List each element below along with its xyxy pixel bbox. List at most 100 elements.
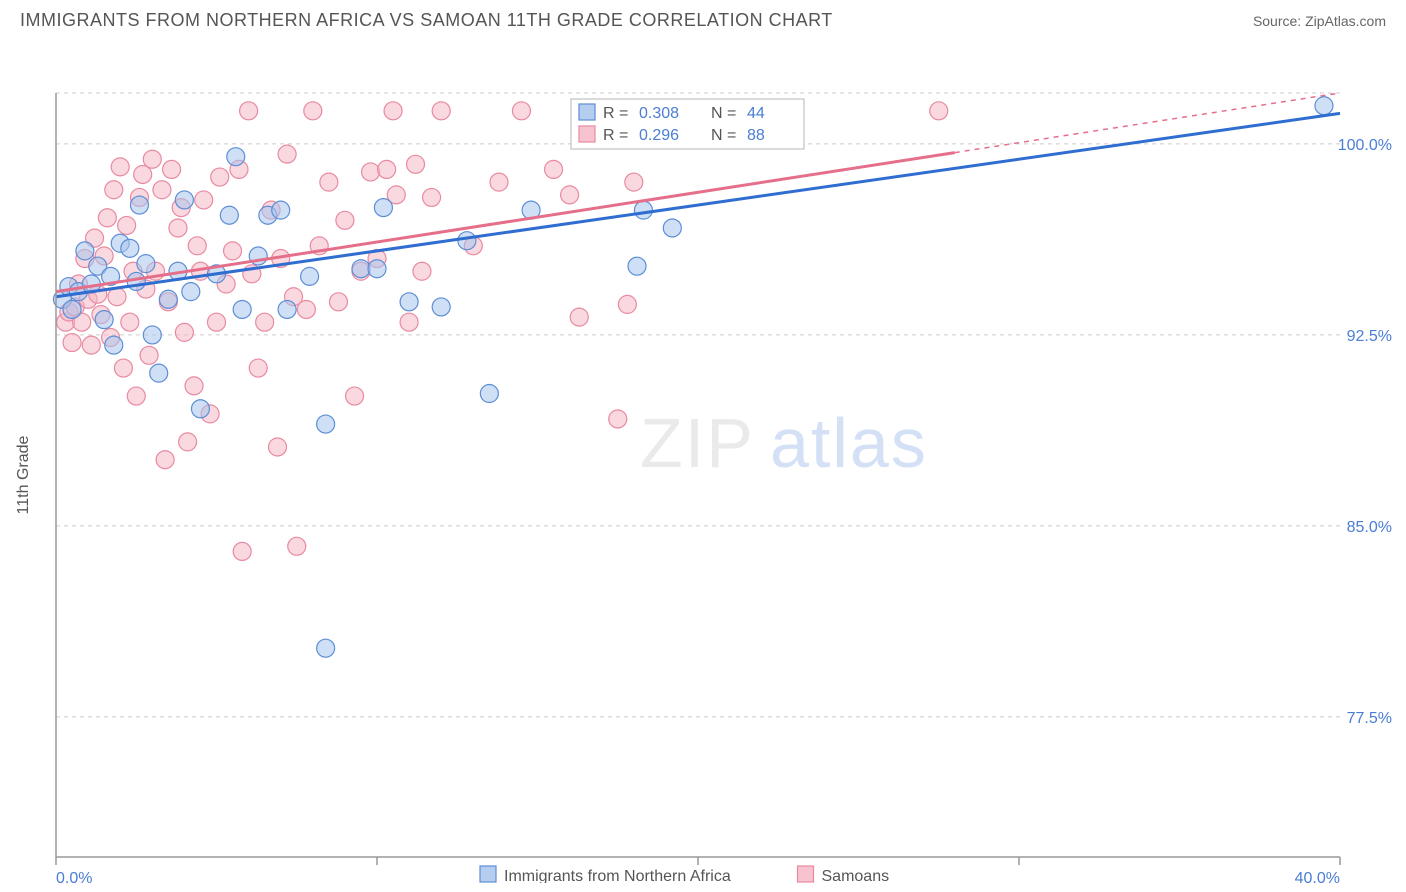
scatter-point [432, 298, 450, 316]
scatter-point [480, 385, 498, 403]
legend-label: Immigrants from Northern Africa [504, 868, 731, 883]
scatter-point [143, 150, 161, 168]
scatter-point [191, 400, 209, 418]
scatter-point [1315, 97, 1333, 115]
scatter-point [362, 163, 380, 181]
scatter-point [63, 334, 81, 352]
scatter-point [346, 387, 364, 405]
scatter-point [140, 346, 158, 364]
stat-r-label: R = [603, 127, 628, 144]
scatter-point [175, 323, 193, 341]
scatter-point [634, 201, 652, 219]
watermark: ZIP [640, 404, 755, 482]
legend-swatch [579, 104, 595, 120]
scatter-point [561, 186, 579, 204]
scatter-point [240, 102, 258, 120]
scatter-point [368, 260, 386, 278]
scatter-point [317, 639, 335, 657]
scatter-point [512, 102, 530, 120]
scatter-point [663, 219, 681, 237]
scatter-point [458, 232, 476, 250]
stat-n-value: 88 [747, 127, 765, 144]
scatter-point [208, 313, 226, 331]
legend-label: Samoans [822, 868, 890, 883]
regression-line [56, 153, 955, 292]
scatter-point [301, 267, 319, 285]
scatter-point [150, 364, 168, 382]
scatter-point [304, 102, 322, 120]
scatter-point [336, 211, 354, 229]
scatter-point [224, 242, 242, 260]
scatter-point [98, 209, 116, 227]
scatter-point [153, 181, 171, 199]
scatter-point [378, 160, 396, 178]
scatter-point [105, 181, 123, 199]
scatter-point [400, 293, 418, 311]
page-title: IMMIGRANTS FROM NORTHERN AFRICA VS SAMOA… [20, 10, 833, 31]
scatter-point [130, 196, 148, 214]
stat-r-value: 0.296 [639, 127, 679, 144]
scatter-point [628, 257, 646, 275]
scatter-point [159, 290, 177, 308]
scatter-point [249, 359, 267, 377]
scatter-point [317, 415, 335, 433]
scatter-point [195, 191, 213, 209]
stat-n-label: N = [711, 105, 736, 122]
legend-swatch [798, 866, 814, 882]
scatter-point [95, 311, 113, 329]
scatter-point [618, 295, 636, 313]
scatter-point [182, 283, 200, 301]
scatter-point [111, 158, 129, 176]
scatter-point [114, 359, 132, 377]
scatter-point [163, 160, 181, 178]
y-axis-label: 11th Grade [15, 435, 32, 514]
scatter-point [179, 433, 197, 451]
scatter-point [297, 300, 315, 318]
scatter-point [105, 336, 123, 354]
scatter-point [413, 262, 431, 280]
scatter-point [400, 313, 418, 331]
scatter-point [169, 219, 187, 237]
scatter-point [188, 237, 206, 255]
scatter-point [423, 188, 441, 206]
scatter-point [156, 451, 174, 469]
scatter-point [625, 173, 643, 191]
scatter-point [233, 542, 251, 560]
scatter-point [63, 300, 81, 318]
scatter-point [407, 155, 425, 173]
scatter-point [220, 206, 238, 224]
scatter-point [227, 148, 245, 166]
scatter-point [490, 173, 508, 191]
scatter-point [121, 239, 139, 257]
x-tick-label: 0.0% [56, 870, 92, 883]
x-tick-label: 40.0% [1295, 870, 1340, 883]
scatter-point [278, 145, 296, 163]
stat-r-value: 0.308 [639, 105, 679, 122]
scatter-point [268, 438, 286, 456]
scatter-point [570, 308, 588, 326]
stat-n-label: N = [711, 127, 736, 144]
scatter-point [272, 201, 290, 219]
legend-swatch [480, 866, 496, 882]
y-tick-label: 92.5% [1347, 328, 1392, 345]
y-tick-label: 100.0% [1338, 137, 1392, 154]
source-label: Source: ZipAtlas.com [1253, 13, 1386, 29]
scatter-point [137, 255, 155, 273]
scatter-point [545, 160, 563, 178]
y-tick-label: 85.0% [1347, 519, 1392, 536]
scatter-point [175, 191, 193, 209]
stat-n-value: 44 [747, 105, 765, 122]
scatter-point [233, 300, 251, 318]
scatter-point [211, 168, 229, 186]
scatter-point [320, 173, 338, 191]
stat-r-label: R = [603, 105, 628, 122]
scatter-point [76, 242, 94, 260]
scatter-point [82, 336, 100, 354]
scatter-point [288, 537, 306, 555]
scatter-point [278, 300, 296, 318]
correlation-chart: 77.5%85.0%92.5%100.0%ZIPatlas0.0%40.0%11… [0, 37, 1406, 888]
scatter-point [127, 387, 145, 405]
scatter-point [256, 313, 274, 331]
watermark: atlas [770, 404, 928, 482]
scatter-point [930, 102, 948, 120]
